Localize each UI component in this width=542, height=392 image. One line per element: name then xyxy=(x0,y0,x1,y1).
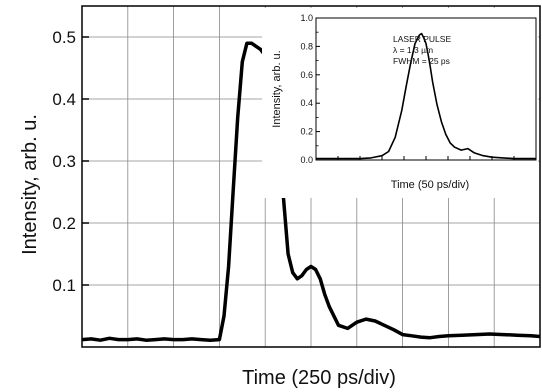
inset-background xyxy=(262,8,538,198)
inset-y-tick-label: 0.8 xyxy=(300,41,313,51)
inset-annotation-title: LASER PULSE xyxy=(393,34,451,44)
inset-y-ticks: 0.0 0.2 0.4 0.6 0.8 1.0 xyxy=(300,13,320,165)
main-plot-frame xyxy=(81,5,541,348)
inset-y-tick-label: 0.0 xyxy=(300,155,313,165)
main-y-tick-label: 0.4 xyxy=(52,90,76,109)
inset-y-tick-label: 0.4 xyxy=(300,98,313,108)
main-y-tick-label: 0.3 xyxy=(52,152,76,171)
main-y-tick-label: 0.1 xyxy=(52,276,76,295)
main-y-tick-label: 0.5 xyxy=(52,28,76,47)
inset-y-tick-label: 0.6 xyxy=(300,70,313,80)
inset-series-line xyxy=(316,32,536,160)
main-x-axis-label: Time (250 ps/div) xyxy=(242,367,396,389)
main-y-tick-label: 0.2 xyxy=(52,214,76,233)
inset-x-ticks xyxy=(337,156,515,160)
inset-annotation-wavelength: λ = 1.3 µm xyxy=(393,45,433,55)
inset-chart: 0.0 0.2 0.4 0.6 0.8 1.0 Time (50 ps/div) Inte… xyxy=(262,8,538,198)
inset-y-axis-label: Intensity, arb. u. xyxy=(271,50,283,127)
inset-y-tick-label: 1.0 xyxy=(300,13,313,23)
inset-y-tick-label: 0.2 xyxy=(300,127,313,137)
inset-annotation-fwhm: FWHM = 25 ps xyxy=(393,56,450,66)
inset-x-axis-label: Time (50 ps/div) xyxy=(391,179,469,191)
main-y-ticks: 0.1 0.2 0.3 0.4 0.5 xyxy=(52,28,89,295)
main-y-axis-label: Intensity, arb. u. xyxy=(19,114,41,255)
main-series-line xyxy=(81,41,541,342)
